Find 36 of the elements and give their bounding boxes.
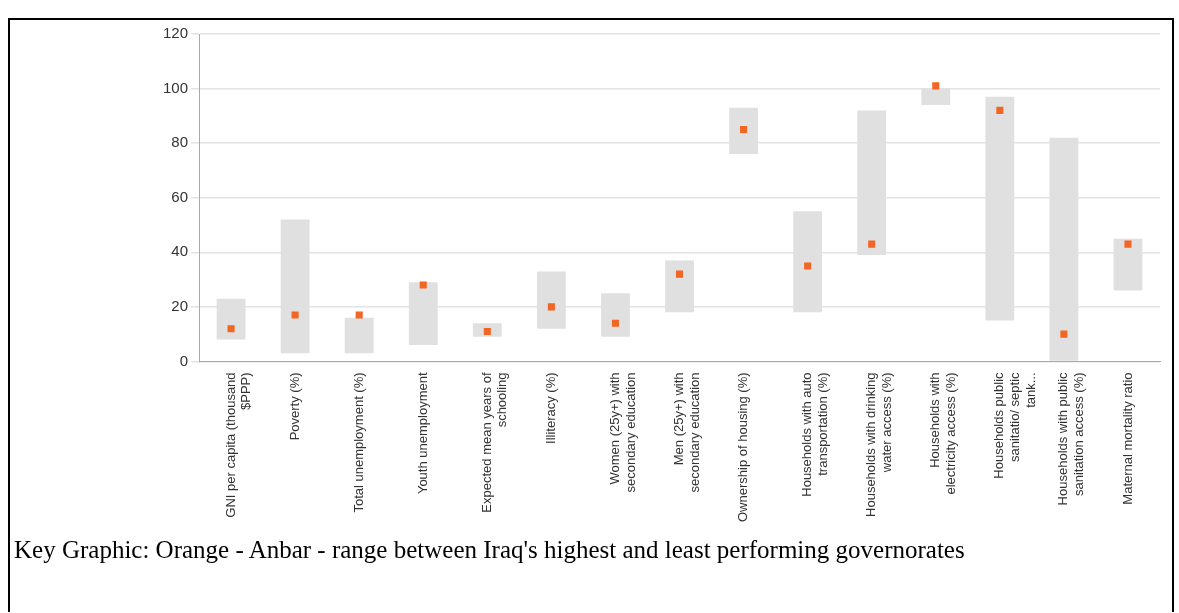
bar xyxy=(344,317,374,354)
point xyxy=(419,281,427,289)
point xyxy=(868,240,876,248)
x-tick-label: Households public sanitatio/ septic tank... xyxy=(991,371,1038,479)
x-tick-label: Ownership of housing (%) xyxy=(735,372,751,523)
y-tick-label: 100 xyxy=(163,78,189,96)
x-tick-label: GNI per capita (thousand $PPP) xyxy=(222,372,254,518)
x-tick-label: Expected mean years of schooling xyxy=(478,372,510,513)
y-tick-label: 40 xyxy=(171,242,189,260)
point xyxy=(291,311,299,319)
x-tick-label: Poverty (%) xyxy=(286,372,302,441)
y-tick-label: 0 xyxy=(179,351,189,369)
y-tick-label: 20 xyxy=(171,297,189,314)
x-tick-label: Maternal mortality ratio xyxy=(1119,372,1135,505)
x-tick-label: Households with drinking water access (%) xyxy=(863,372,894,517)
point xyxy=(1060,330,1068,338)
x-tick-label: Households with electricity access (%) xyxy=(927,372,958,495)
x-tick-label: Youth unemployment xyxy=(414,372,430,495)
point xyxy=(996,106,1004,114)
x-tick-label: Households with auto transportation (%) xyxy=(799,372,830,497)
point xyxy=(355,311,363,319)
point xyxy=(547,303,555,311)
point xyxy=(932,82,940,90)
point xyxy=(1124,240,1132,248)
text: Key Graphic: Orange - Anbar - range between Iraq's highest and least performing governorates xyxy=(14,535,966,565)
point xyxy=(740,125,748,134)
y-tick-label: 120 xyxy=(163,24,189,42)
point xyxy=(804,262,812,270)
y-tick-label: 80 xyxy=(171,133,189,151)
x-tick-label: Households with public sanitation access (%) xyxy=(1055,371,1087,506)
point xyxy=(227,325,235,333)
x-tick-label: Total unemployment (%) xyxy=(350,372,366,513)
y-tick-label: 60 xyxy=(171,187,189,205)
x-tick-label: Illiteracy (%) xyxy=(542,372,558,444)
point xyxy=(611,319,619,327)
point xyxy=(675,270,684,278)
